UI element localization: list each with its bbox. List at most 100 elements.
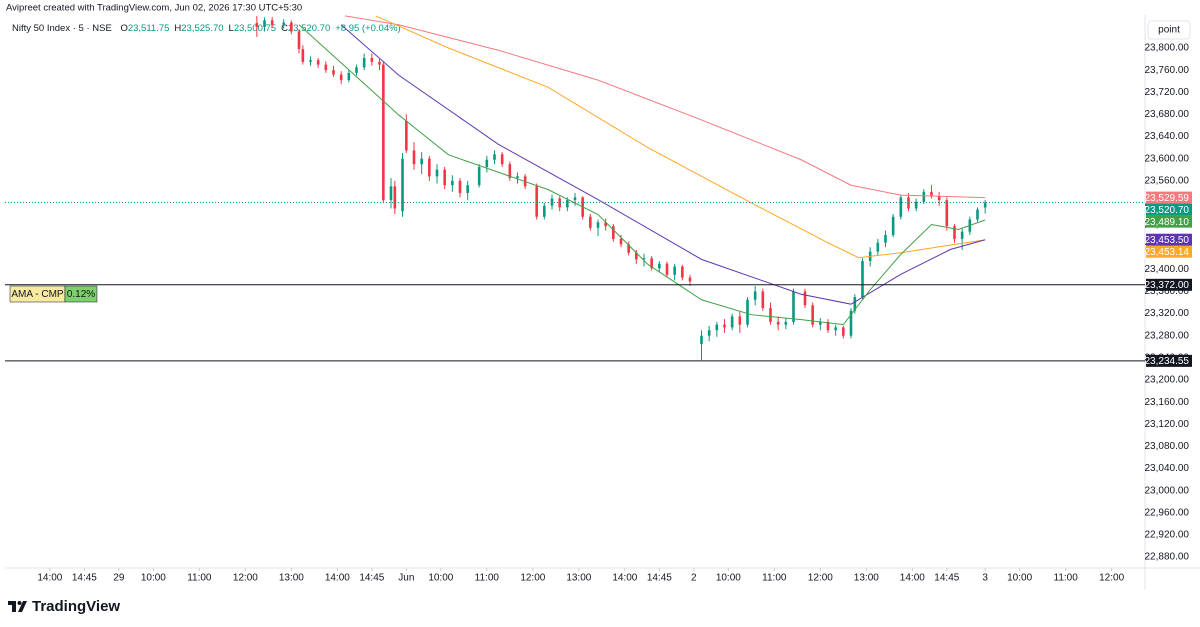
candle-body [761, 291, 765, 309]
candle-body [627, 244, 630, 253]
moving-average-line [344, 15, 986, 199]
candle-body [688, 277, 692, 282]
x-tick-label: 29 [113, 573, 125, 584]
candle-body [769, 308, 772, 322]
logo-mark [8, 601, 27, 612]
x-tick-label: 14:00 [325, 573, 350, 584]
candle-body [953, 226, 956, 239]
plot-area [5, 15, 1145, 361]
candle-body [316, 60, 320, 65]
candle-body [332, 70, 335, 75]
price-tag [1146, 233, 1192, 246]
symbol-legend: Nifty 50 Index · 5 · NSE O23,511.75 H23,5… [12, 23, 401, 34]
ohlc-value: 23,500.75 [234, 23, 276, 34]
y-tick-label: 23,640.00 [1145, 131, 1190, 142]
candle-body [282, 22, 285, 25]
ohlc-key: H [174, 23, 181, 34]
candle-body [596, 222, 600, 228]
price-tag [1146, 191, 1192, 204]
y-tick-label: 23,320.00 [1145, 308, 1190, 319]
candle-body [347, 72, 351, 81]
price-tag-label: 23,520.70 [1145, 205, 1190, 216]
candle-body [428, 158, 431, 177]
ohlc-key: C [281, 23, 288, 34]
x-tick-label: Jun [398, 573, 414, 584]
level-tag [1146, 278, 1192, 291]
candle-body [803, 291, 807, 306]
x-tick-label: 11:00 [187, 573, 212, 584]
candle-body [401, 158, 404, 212]
x-tick-label: 14:45 [359, 573, 384, 584]
candle-body [914, 201, 918, 209]
candle-body [876, 242, 880, 252]
candle-body [389, 186, 393, 201]
candle-body [550, 198, 554, 206]
candle-body [853, 296, 857, 311]
price-tag [1146, 245, 1192, 258]
candle-body [255, 23, 259, 27]
candle-body [309, 60, 312, 62]
logo-dot [17, 601, 22, 605]
price-tag-label: 23,453.50 [1145, 235, 1190, 246]
scale-button-label[interactable]: point [1158, 25, 1180, 36]
candle-body [826, 321, 830, 331]
y-tick-label: 23,080.00 [1145, 441, 1190, 452]
level-tag-label: 23,234.55 [1145, 356, 1190, 367]
price-tag [1146, 215, 1192, 228]
candle-body [477, 166, 481, 186]
ohlc-value: 23,525.70 [181, 23, 223, 34]
price-tag [1146, 203, 1192, 216]
candle-body [650, 258, 653, 269]
candle-body [405, 121, 408, 151]
change: +8.95 (+0.04%) [335, 23, 401, 34]
ohlc-value: 23,511.75 [128, 23, 170, 34]
candle-body [535, 186, 538, 217]
y-tick-label: 22,880.00 [1145, 552, 1190, 563]
y-tick-label: 23,800.00 [1145, 43, 1190, 54]
candle-body [443, 169, 446, 186]
candle-body [945, 200, 949, 227]
y-tick-label: 23,560.00 [1145, 175, 1190, 186]
x-tick-label: 10:00 [428, 573, 453, 584]
candle-body [493, 154, 496, 160]
y-tick-label: 23,160.00 [1145, 397, 1190, 408]
candle-body [516, 176, 519, 179]
y-tick-label: 23,040.00 [1145, 463, 1190, 474]
x-tick-label: 13:00 [279, 573, 304, 584]
x-tick-label: 2 [691, 573, 697, 584]
candle-body [960, 231, 964, 239]
logo-text: TradingView [32, 598, 120, 615]
candle-body [420, 158, 423, 165]
candle-body [458, 180, 462, 193]
candle-body [937, 196, 941, 201]
y-tick-label: 23,200.00 [1145, 375, 1190, 386]
x-tick-label: 12:00 [808, 573, 833, 584]
scale-button[interactable]: point [1147, 20, 1191, 40]
candle-body [681, 266, 684, 278]
candle-body [700, 335, 703, 345]
y-tick-label: 22,920.00 [1145, 530, 1190, 541]
annotation-label: AMA - CMP [11, 289, 64, 300]
candle-body [485, 159, 489, 167]
candle-body [290, 22, 293, 32]
candle-body [819, 321, 822, 325]
candle-body [566, 200, 569, 208]
moving-average-line [375, 15, 986, 259]
candle-body [665, 263, 669, 275]
scale-button-box[interactable] [1147, 20, 1191, 40]
logo: TradingView [8, 598, 120, 615]
credit: Avipreet created with TradingView.com, J… [6, 3, 302, 14]
candle-body [861, 261, 864, 297]
x-tick-label: 11:00 [475, 573, 500, 584]
x-tick-label: 12:00 [520, 573, 545, 584]
moving-average-line [298, 24, 986, 326]
x-tick-label: 10:00 [716, 573, 741, 584]
candle-body [642, 258, 646, 260]
candle-body [543, 205, 546, 217]
symbol: Nifty 50 Index · 5 · NSE [12, 23, 112, 34]
annotation-value: 0.12% [67, 289, 95, 300]
y-tick-label: 23,600.00 [1145, 153, 1190, 164]
candle-body [834, 327, 837, 331]
ohlc-key: L [229, 23, 234, 34]
